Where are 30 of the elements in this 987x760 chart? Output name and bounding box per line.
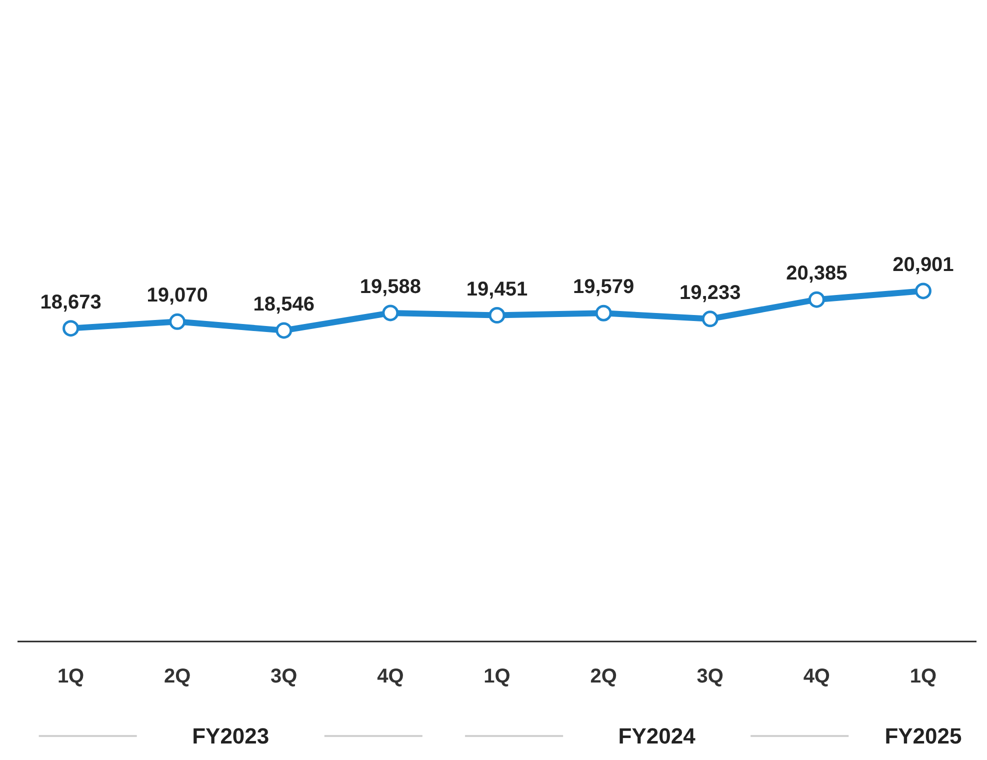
point [276, 322, 292, 339]
data-label: 19,233 [680, 282, 741, 304]
data-label: 18,673 [40, 291, 102, 314]
data-label: 20,901 [892, 254, 954, 276]
x-tick-label: 1Q [484, 666, 510, 688]
x-tick-label: 2Q [590, 666, 617, 688]
x-tick-label: 1Q [57, 666, 84, 688]
point [169, 313, 186, 330]
point [62, 320, 80, 337]
text: FY2023 [192, 724, 270, 748]
x-tick-label: 4Q [377, 666, 404, 688]
x-tick-label: 3Q [696, 666, 724, 688]
data-label: 19,579 [572, 276, 634, 298]
data-label: 18,546 [253, 293, 314, 316]
x-tick-label: 3Q [270, 666, 298, 688]
data-label: 19,588 [360, 276, 422, 298]
x-tick-label: 4Q [803, 666, 830, 688]
data-label: 19,451 [466, 278, 528, 300]
x-tick-label: 1Q [910, 666, 937, 688]
point [488, 307, 506, 324]
x-tick-label: 2Q [164, 666, 191, 688]
point [914, 282, 932, 300]
point [808, 291, 825, 308]
text: FY2025 [884, 724, 962, 748]
data-label: 19,070 [146, 284, 208, 307]
point [382, 304, 399, 322]
point [702, 310, 718, 328]
data-label: 20,385 [786, 262, 848, 285]
text: FY2024 [618, 724, 696, 748]
point [595, 304, 612, 322]
